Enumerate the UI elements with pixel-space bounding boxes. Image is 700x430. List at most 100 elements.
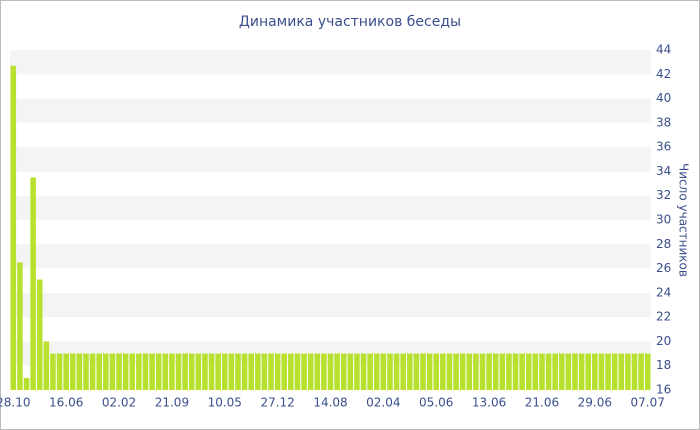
bar bbox=[321, 353, 327, 390]
bar bbox=[559, 353, 565, 390]
x-tick-label: 10.05 bbox=[208, 396, 242, 410]
bar bbox=[76, 353, 83, 390]
bar bbox=[36, 279, 43, 390]
y-tick-label: 28 bbox=[656, 237, 671, 251]
bar bbox=[255, 353, 261, 390]
bar bbox=[525, 353, 532, 390]
bar bbox=[281, 353, 288, 390]
bar bbox=[307, 353, 314, 390]
bar bbox=[208, 353, 215, 390]
x-tick-label: 14.08 bbox=[313, 396, 347, 410]
bar bbox=[585, 353, 591, 390]
bar bbox=[195, 353, 202, 390]
bar bbox=[109, 353, 116, 390]
y-tick-label: 32 bbox=[656, 188, 671, 202]
bar bbox=[182, 353, 188, 390]
bar bbox=[420, 353, 426, 390]
x-tick-label: 05.06 bbox=[419, 396, 453, 410]
x-tick-label: 02.02 bbox=[102, 396, 136, 410]
y-tick-label: 44 bbox=[656, 43, 671, 57]
bar bbox=[70, 353, 76, 390]
bar bbox=[96, 353, 102, 390]
bar bbox=[268, 353, 274, 390]
x-tick-label: 21.09 bbox=[155, 396, 189, 410]
bar bbox=[334, 353, 340, 390]
bar bbox=[611, 353, 618, 390]
bar bbox=[552, 353, 558, 390]
y-tick-label: 30 bbox=[656, 213, 671, 227]
x-tick-label: 07.07 bbox=[631, 396, 665, 410]
bar bbox=[241, 353, 248, 390]
bar bbox=[545, 353, 552, 390]
bar bbox=[274, 353, 281, 390]
bar bbox=[532, 353, 539, 390]
bar bbox=[23, 377, 30, 390]
bar bbox=[235, 353, 241, 390]
bar bbox=[89, 353, 96, 390]
bar bbox=[644, 353, 651, 390]
y-axis-label: Число участников bbox=[677, 163, 691, 277]
x-tick-label: 21.06 bbox=[525, 396, 559, 410]
bar bbox=[43, 341, 50, 390]
x-tick-label: 02.04 bbox=[366, 396, 400, 410]
x-tick-label: 27.12 bbox=[260, 396, 294, 410]
bar bbox=[426, 353, 433, 390]
bar bbox=[598, 353, 605, 390]
bar bbox=[459, 353, 466, 390]
bar bbox=[288, 353, 294, 390]
bar bbox=[10, 65, 17, 391]
bar bbox=[17, 262, 23, 390]
grid-band bbox=[10, 244, 651, 269]
bar bbox=[605, 353, 611, 390]
bar bbox=[188, 353, 195, 390]
y-tick-label: 34 bbox=[656, 164, 671, 178]
bar bbox=[149, 353, 155, 390]
bar bbox=[625, 353, 631, 390]
bar bbox=[30, 177, 36, 390]
y-tick-label: 26 bbox=[656, 261, 671, 275]
bar bbox=[340, 353, 347, 390]
chart-title: Динамика участников беседы bbox=[239, 14, 461, 30]
bar bbox=[413, 353, 420, 390]
grid-band bbox=[10, 195, 651, 220]
bar bbox=[440, 353, 446, 390]
y-tick-label: 16 bbox=[656, 383, 671, 397]
bar bbox=[354, 353, 360, 390]
bar bbox=[50, 353, 56, 390]
bar bbox=[215, 353, 221, 390]
bar bbox=[228, 353, 235, 390]
y-tick-label: 40 bbox=[656, 91, 671, 105]
bar bbox=[169, 353, 175, 390]
bar bbox=[83, 353, 89, 390]
bar bbox=[136, 353, 142, 390]
bar bbox=[578, 353, 585, 390]
bar bbox=[539, 353, 545, 390]
bar bbox=[400, 353, 406, 390]
bar bbox=[367, 353, 373, 390]
y-tick-label: 36 bbox=[656, 140, 671, 154]
bar bbox=[129, 353, 136, 390]
bar bbox=[155, 353, 162, 390]
bar bbox=[433, 353, 440, 390]
y-tick-label: 38 bbox=[656, 115, 671, 129]
bar bbox=[638, 353, 644, 390]
bar bbox=[393, 353, 400, 390]
bar bbox=[506, 353, 512, 390]
x-tick-label: 16.06 bbox=[49, 396, 83, 410]
grid-band bbox=[10, 147, 651, 172]
y-tick-label: 24 bbox=[656, 285, 671, 299]
bar bbox=[453, 353, 459, 390]
bar bbox=[565, 353, 572, 390]
bar bbox=[512, 353, 519, 390]
bar bbox=[466, 353, 473, 390]
bar bbox=[486, 353, 492, 390]
bar bbox=[142, 353, 149, 390]
bar bbox=[327, 353, 334, 390]
bar bbox=[56, 353, 63, 390]
bar bbox=[479, 353, 486, 390]
bar bbox=[261, 353, 268, 390]
bar bbox=[592, 353, 598, 390]
bar bbox=[63, 353, 69, 390]
bar bbox=[618, 353, 625, 390]
